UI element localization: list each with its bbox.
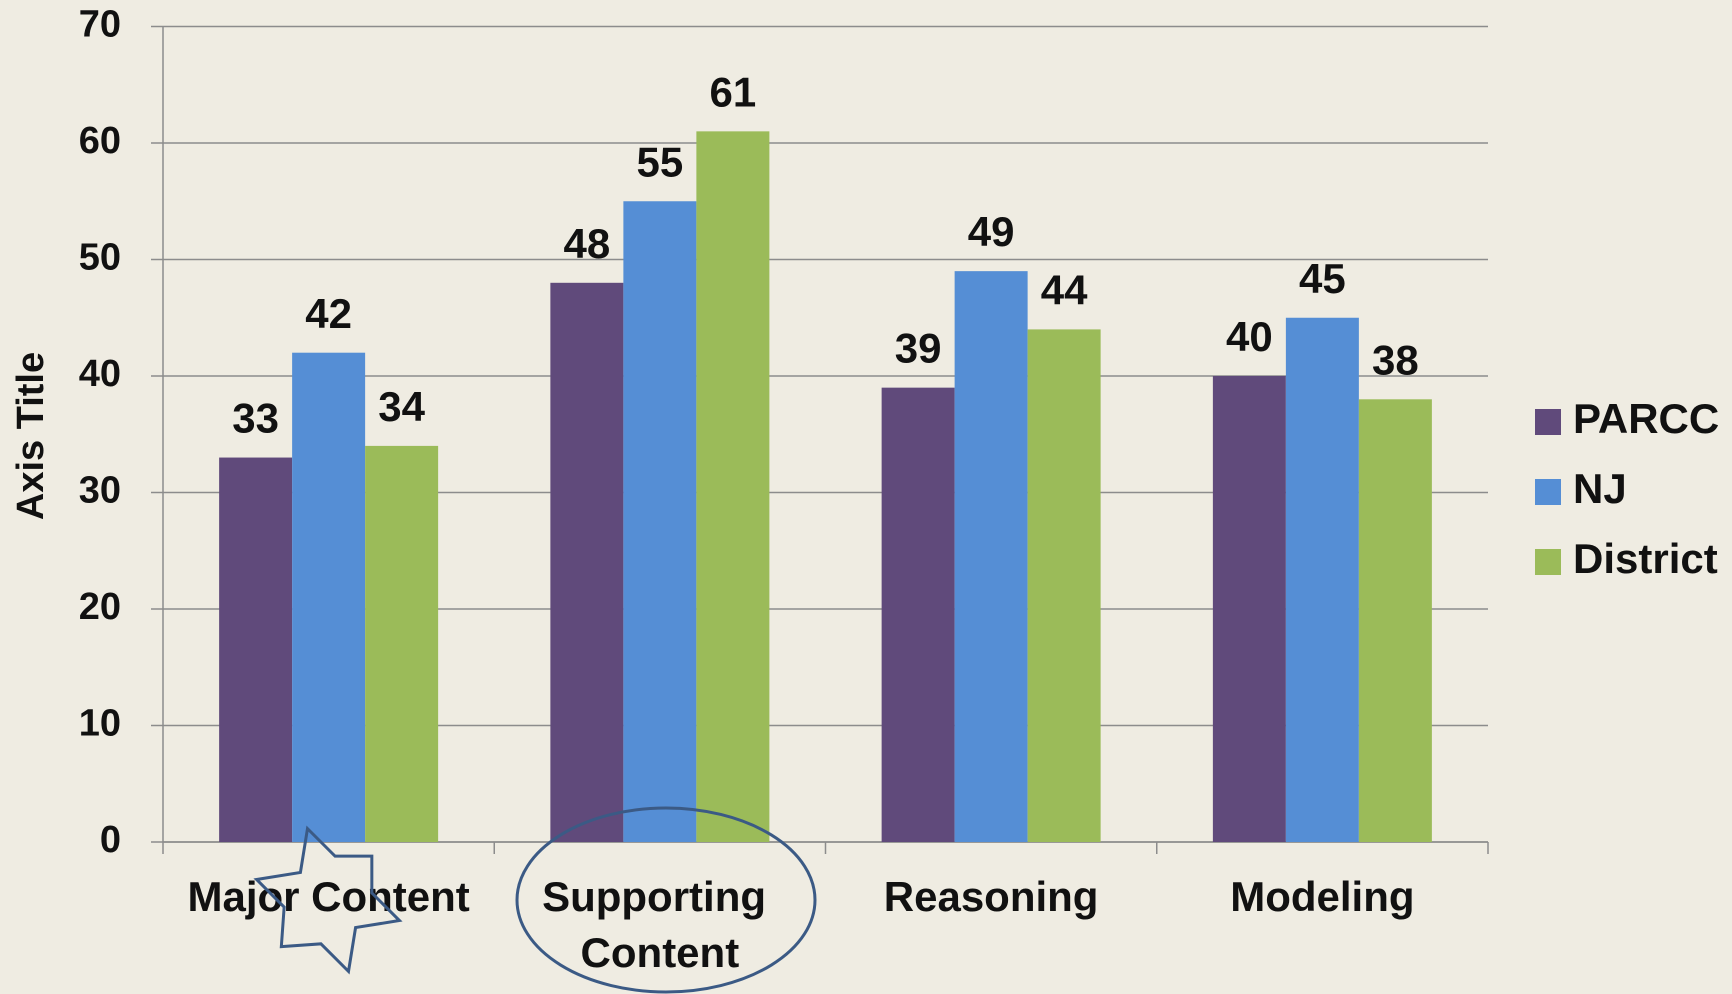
bar xyxy=(881,387,955,842)
legend-label: NJ xyxy=(1573,465,1627,512)
bar xyxy=(365,445,439,842)
data-label: 61 xyxy=(710,68,757,115)
y-tick-label: 50 xyxy=(79,237,121,279)
data-label: 55 xyxy=(637,138,684,185)
data-label: 45 xyxy=(1299,255,1346,302)
y-axis-title: Axis Title xyxy=(10,352,52,520)
cross-mark xyxy=(253,825,403,975)
legend-label: PARCC xyxy=(1573,395,1719,442)
data-label: 42 xyxy=(305,290,352,337)
x-tick-label: Modeling xyxy=(1230,873,1414,920)
data-label: 34 xyxy=(378,383,425,430)
legend-label: District xyxy=(1573,535,1718,582)
bar xyxy=(623,201,697,842)
bar xyxy=(550,282,624,842)
x-tick-label: Major Content xyxy=(187,873,469,920)
legend-swatch xyxy=(1535,409,1561,435)
data-label: 40 xyxy=(1226,313,1273,360)
y-tick-label: 0 xyxy=(100,819,121,861)
bar xyxy=(954,271,1028,842)
bar xyxy=(1358,399,1432,842)
bar xyxy=(696,131,770,843)
data-label: 48 xyxy=(564,220,611,267)
bar xyxy=(1285,317,1359,842)
plot-area: 0 10 20 30 40 50 60 70 Major Content 33 42 34 Suppor… xyxy=(79,4,1720,977)
x-tick-label: Supporting Content xyxy=(542,873,778,976)
y-tick-label: 70 xyxy=(79,4,121,46)
y-tick-label: 60 xyxy=(79,120,121,162)
y-tick-label: 20 xyxy=(79,586,121,628)
circle-mark xyxy=(515,806,817,994)
bar xyxy=(1027,329,1101,842)
y-tick-label: 30 xyxy=(79,470,121,512)
y-tick-label: 40 xyxy=(79,353,121,395)
legend-swatch xyxy=(1535,479,1561,505)
bar xyxy=(1212,376,1286,842)
data-label: 49 xyxy=(968,208,1015,255)
legend-swatch xyxy=(1535,549,1561,575)
data-label: 39 xyxy=(895,325,942,372)
y-tick-label: 10 xyxy=(79,703,121,745)
data-label: 44 xyxy=(1041,266,1088,313)
bar xyxy=(219,457,293,842)
data-label: 38 xyxy=(1372,336,1419,383)
bar xyxy=(292,352,366,842)
annotations xyxy=(253,806,817,994)
x-tick-label: Reasoning xyxy=(884,873,1099,920)
data-label: 33 xyxy=(232,395,279,442)
